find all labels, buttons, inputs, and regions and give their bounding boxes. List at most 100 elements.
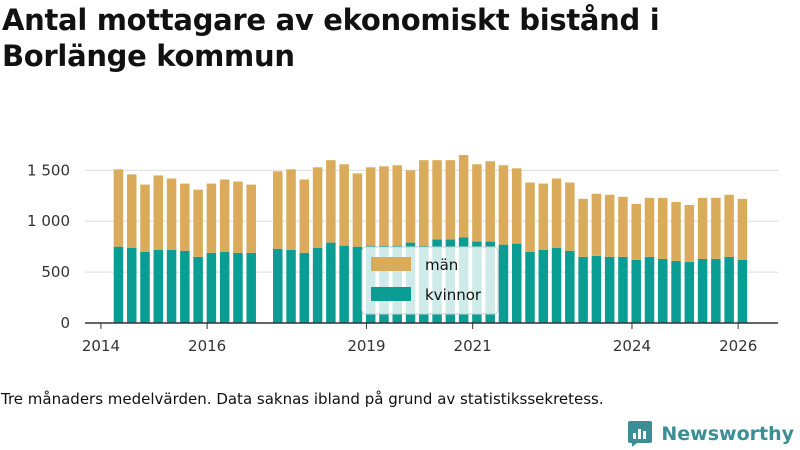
bar-kvinnor bbox=[538, 249, 549, 323]
bar-man bbox=[326, 160, 336, 243]
bar-kvinnor bbox=[246, 252, 256, 323]
bar-man bbox=[604, 194, 615, 257]
bar-man bbox=[618, 196, 628, 257]
bar-man bbox=[472, 164, 482, 242]
bar-man bbox=[697, 197, 708, 259]
bar-kvinnor bbox=[339, 245, 349, 323]
bar-man bbox=[538, 183, 549, 250]
bar-man bbox=[458, 155, 469, 238]
bar-kvinnor bbox=[326, 242, 336, 323]
bar-kvinnor bbox=[140, 251, 150, 323]
bar-man bbox=[445, 160, 456, 240]
bar-man bbox=[126, 174, 137, 248]
bar-kvinnor bbox=[166, 249, 177, 323]
bar-kvinnor bbox=[578, 256, 588, 323]
bar-man bbox=[339, 164, 349, 246]
bar-man bbox=[591, 193, 602, 256]
bar-kvinnor bbox=[631, 259, 641, 323]
x-tick-label: 2021 bbox=[454, 337, 492, 355]
bar-man bbox=[671, 201, 681, 261]
bar-man bbox=[286, 169, 296, 250]
bar-kvinnor bbox=[644, 256, 655, 323]
bar-man bbox=[352, 173, 363, 247]
bar-man bbox=[511, 168, 522, 244]
bar-kvinnor bbox=[711, 258, 721, 323]
x-tick-label: 2019 bbox=[347, 337, 385, 355]
y-tick-label: 1 000 bbox=[27, 212, 70, 230]
bar-kvinnor bbox=[724, 256, 734, 323]
bar-man bbox=[299, 179, 310, 253]
y-tick-label: 500 bbox=[41, 263, 70, 281]
bar-man bbox=[180, 183, 190, 251]
bar-man bbox=[365, 167, 376, 246]
bar-kvinnor bbox=[312, 247, 323, 323]
bar-kvinnor bbox=[233, 252, 243, 323]
bar-man bbox=[724, 194, 734, 257]
bar-kvinnor bbox=[113, 246, 124, 323]
bar-kvinnor bbox=[273, 248, 283, 323]
y-axis-tick-labels: 0 500 1 000 1 500 bbox=[27, 161, 70, 332]
chart-title: Antal mottagare av ekonomiskt bistånd i … bbox=[2, 3, 660, 73]
bar-man bbox=[631, 203, 641, 260]
bar-man bbox=[153, 175, 164, 250]
x-tick-label: 2016 bbox=[188, 337, 226, 355]
bar-man bbox=[379, 166, 389, 246]
bar-man bbox=[578, 198, 588, 257]
x-tick-label: 2024 bbox=[613, 337, 651, 355]
bar-kvinnor bbox=[551, 247, 562, 323]
bar-kvinnor bbox=[193, 256, 203, 323]
newsworthy-logo-icon bbox=[628, 421, 653, 447]
bar-man bbox=[405, 170, 416, 243]
bar-kvinnor bbox=[684, 261, 695, 323]
bar-man bbox=[219, 179, 230, 252]
bar-man bbox=[140, 184, 150, 252]
brand[interactable]: Newsworthy bbox=[627, 420, 794, 448]
x-tick-label: 2014 bbox=[82, 337, 120, 355]
bar-kvinnor bbox=[618, 256, 628, 323]
footnote: Tre månaders medelvärden. Data saknas ib… bbox=[1, 390, 604, 408]
brand-name: Newsworthy bbox=[661, 423, 794, 445]
bar-kvinnor bbox=[591, 255, 602, 323]
y-tick-label: 0 bbox=[60, 314, 70, 332]
bar-kvinnor bbox=[604, 256, 615, 323]
legend-label-men: män bbox=[425, 256, 458, 274]
bar-man bbox=[644, 197, 655, 257]
bar-man bbox=[737, 198, 748, 260]
bar-kvinnor bbox=[180, 250, 190, 323]
bar-kvinnor bbox=[737, 259, 748, 323]
bar-kvinnor bbox=[498, 244, 509, 323]
bar-kvinnor bbox=[352, 246, 363, 323]
bar-kvinnor bbox=[658, 258, 668, 323]
bar-kvinnor bbox=[525, 251, 535, 323]
bar-kvinnor bbox=[697, 258, 708, 323]
bar-man bbox=[233, 181, 243, 253]
x-axis: 2014 2016 2019 2021 2024 2026 bbox=[82, 322, 778, 355]
bar-kvinnor bbox=[126, 247, 137, 323]
legend-label-women: kvinnor bbox=[425, 286, 482, 304]
bars bbox=[113, 155, 748, 323]
bar-kvinnor bbox=[206, 252, 217, 323]
bar-kvinnor bbox=[219, 251, 230, 323]
bar-man bbox=[113, 169, 124, 247]
legend: män kvinnor bbox=[361, 246, 499, 315]
bar-kvinnor bbox=[286, 249, 296, 323]
bar-man bbox=[246, 184, 256, 253]
bar-kvinnor bbox=[153, 249, 164, 323]
bar-man bbox=[498, 165, 509, 245]
bar-man bbox=[312, 167, 323, 248]
x-tick-label: 2026 bbox=[719, 337, 757, 355]
bar-man bbox=[711, 197, 721, 259]
bar-kvinnor bbox=[511, 243, 522, 323]
bar-man bbox=[166, 178, 177, 250]
bar-man bbox=[432, 160, 442, 240]
bar-kvinnor bbox=[671, 260, 681, 323]
bar-man bbox=[206, 183, 217, 253]
bar-man bbox=[565, 182, 575, 251]
bar-man bbox=[419, 160, 429, 246]
legend-swatch-men bbox=[371, 257, 411, 271]
bar-man bbox=[485, 161, 495, 242]
bar-man bbox=[551, 178, 562, 248]
bar-man bbox=[193, 189, 203, 257]
legend-swatch-women bbox=[371, 287, 411, 301]
